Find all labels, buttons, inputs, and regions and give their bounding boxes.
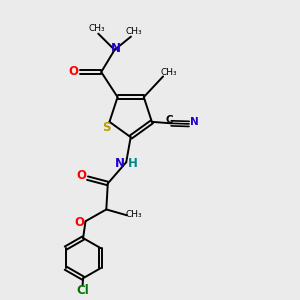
- Text: CH₃: CH₃: [125, 27, 142, 36]
- Text: N: N: [115, 157, 125, 170]
- Text: CH₃: CH₃: [88, 24, 105, 33]
- Text: O: O: [75, 216, 85, 229]
- Text: CH₃: CH₃: [160, 68, 177, 77]
- Text: C: C: [166, 116, 173, 125]
- Text: S: S: [102, 121, 110, 134]
- Text: N: N: [111, 42, 121, 55]
- Text: Cl: Cl: [76, 284, 89, 297]
- Text: H: H: [128, 157, 138, 170]
- Text: O: O: [68, 64, 78, 78]
- Text: CH₃: CH₃: [125, 210, 142, 219]
- Text: O: O: [76, 169, 87, 182]
- Text: N: N: [190, 117, 199, 127]
